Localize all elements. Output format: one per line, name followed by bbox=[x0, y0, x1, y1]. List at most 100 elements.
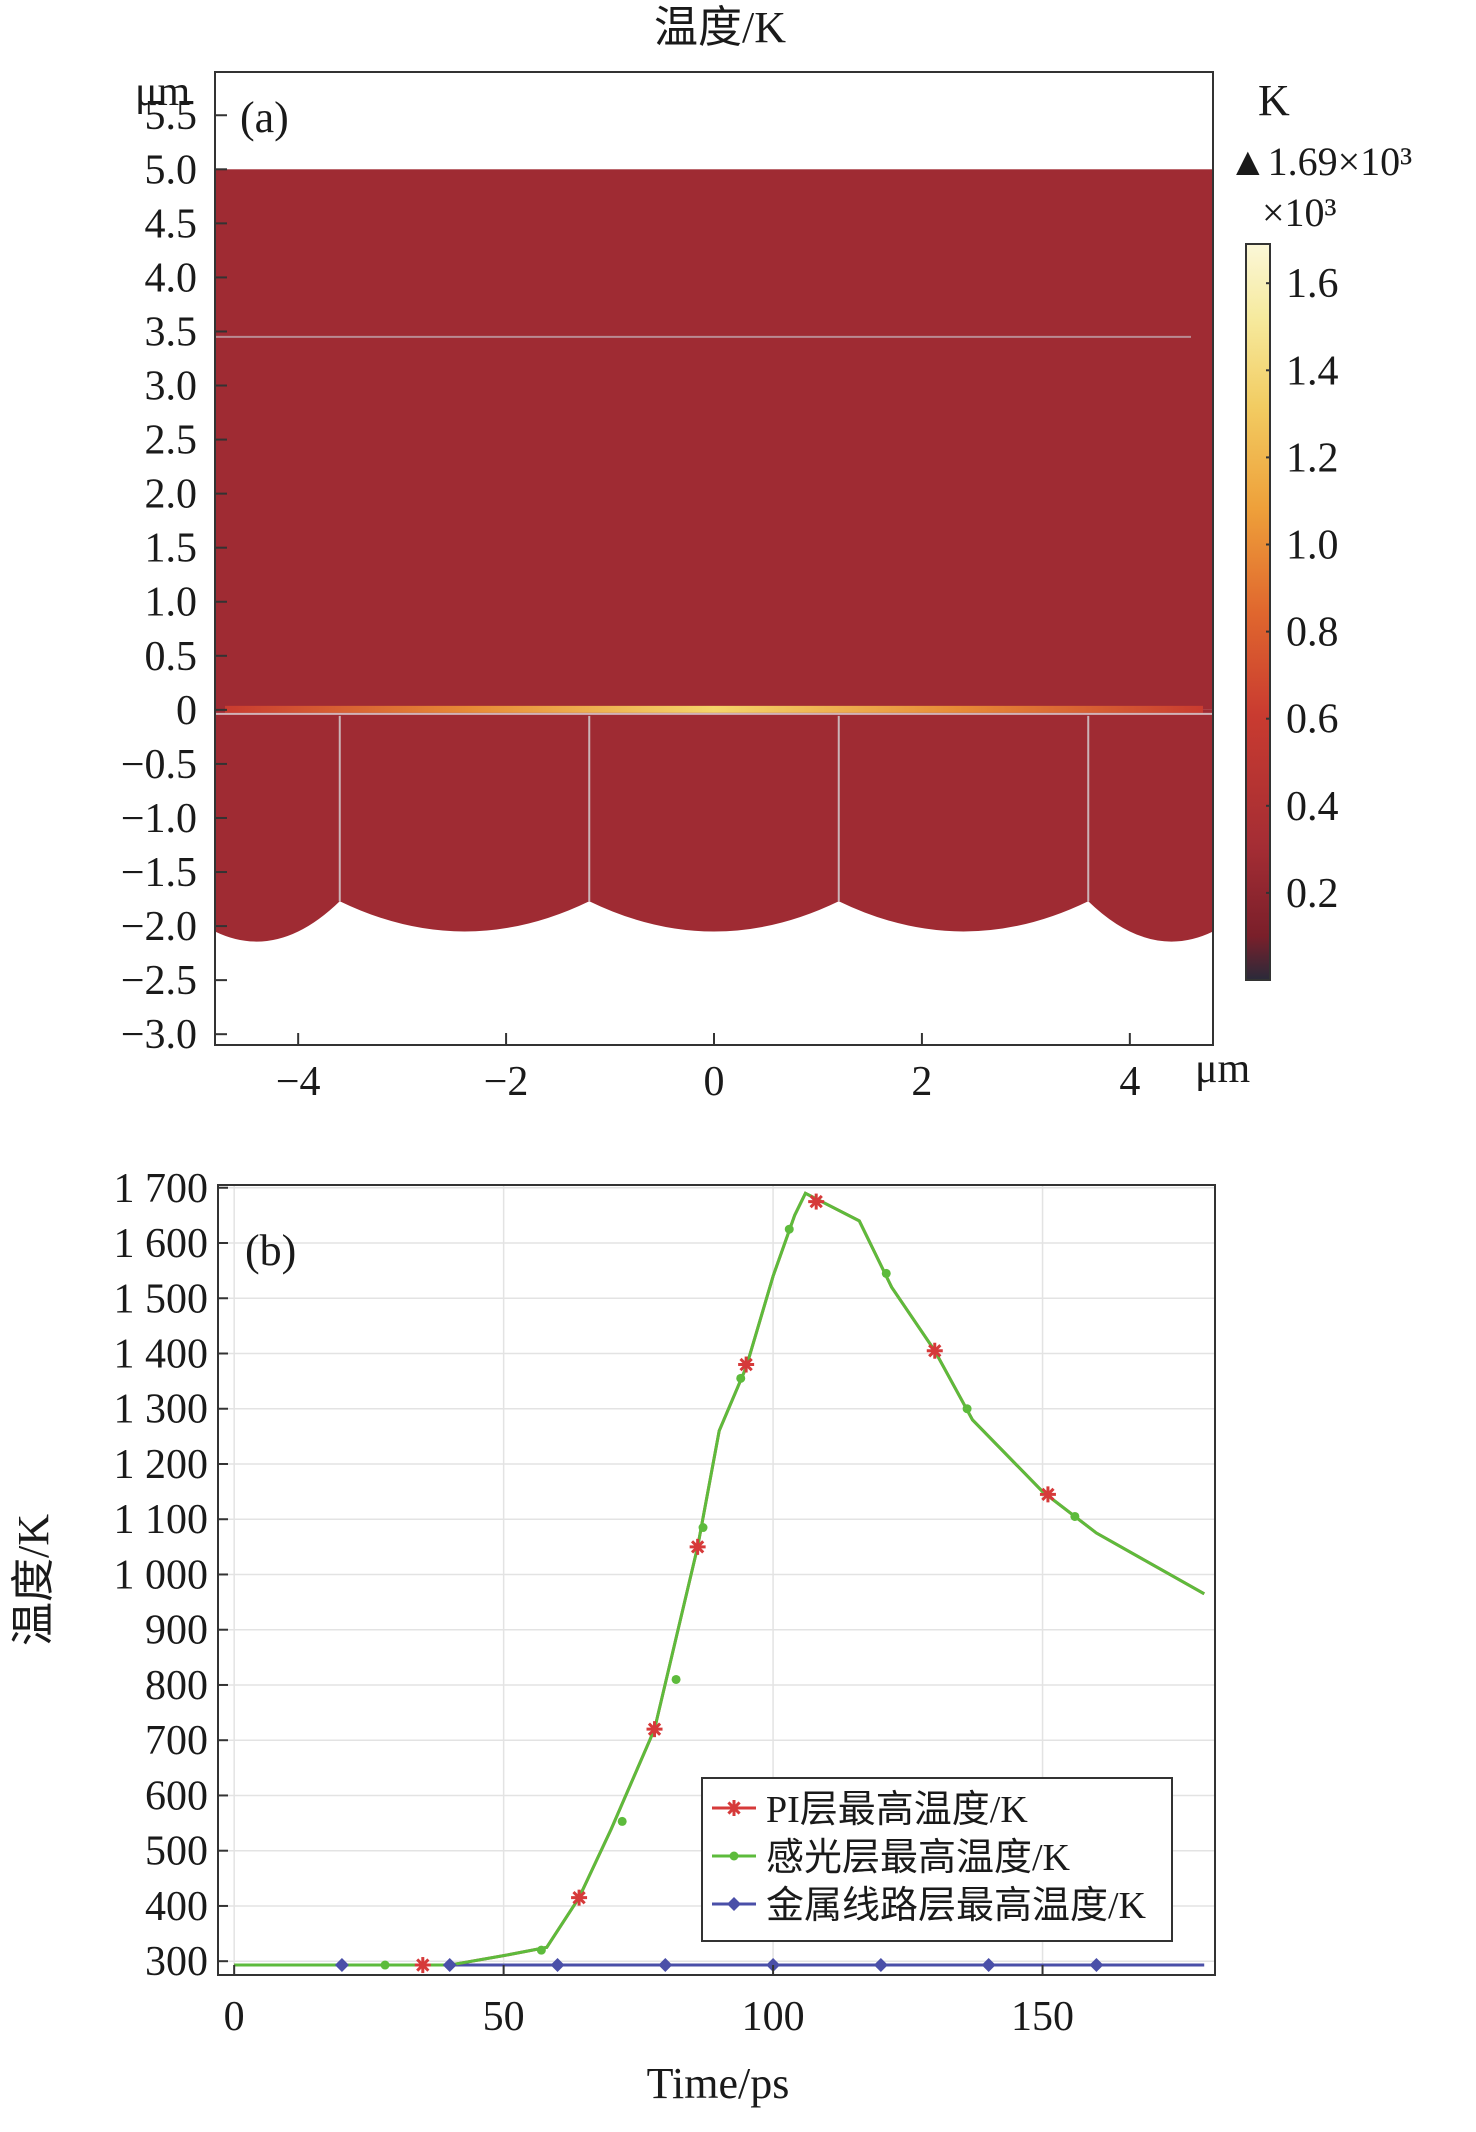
x-axis-label: Time/ps bbox=[647, 2059, 790, 2108]
y-tick-label-b: 1 600 bbox=[114, 1221, 209, 1267]
y-tick-label-a: −2.5 bbox=[121, 958, 197, 1004]
y-tick-label-b: 1 200 bbox=[114, 1442, 209, 1488]
y-axis-b: 300 400 500 600 700 800 900 1 000 1 100 1 200 1 30… bbox=[114, 1166, 228, 1985]
plot-frame-b bbox=[217, 1184, 1216, 1976]
y-tick-label-a: 2.0 bbox=[145, 472, 198, 518]
series-point bbox=[414, 1957, 431, 1974]
y-tick-label-b: 900 bbox=[145, 1608, 208, 1654]
y-tick-label-a: −1.0 bbox=[121, 796, 197, 842]
legend-item: 感光层最高温度/K bbox=[712, 1837, 1071, 1879]
series-point bbox=[698, 1523, 708, 1533]
y-tick-label-a: 0.5 bbox=[145, 634, 198, 680]
legend-marker bbox=[726, 1800, 742, 1816]
y-tick-label-a: 1.5 bbox=[145, 526, 198, 572]
series-point bbox=[1039, 1486, 1056, 1503]
x-tick-label-b: 50 bbox=[483, 1994, 525, 2040]
y-tick-label-a: 5.5 bbox=[145, 93, 198, 139]
series-point bbox=[736, 1373, 746, 1383]
legend-label: 感光层最高温度/K bbox=[766, 1837, 1071, 1879]
colorbar-tick-label: 1.4 bbox=[1286, 348, 1339, 394]
legend-item: PI层最高温度/K bbox=[712, 1789, 1028, 1831]
series-point bbox=[784, 1224, 794, 1234]
colorbar-multiplier: ×10³ bbox=[1262, 190, 1337, 235]
colorbar-tick-label: 1.6 bbox=[1286, 261, 1339, 307]
y-tick-label-a: −2.0 bbox=[121, 904, 197, 950]
series-point bbox=[536, 1945, 546, 1955]
y-axis-unit-a: μm bbox=[135, 69, 191, 115]
series-point bbox=[738, 1356, 755, 1373]
colorbar-tick-label: 0.4 bbox=[1286, 784, 1339, 830]
series-point bbox=[442, 1958, 457, 1973]
series-point bbox=[334, 1958, 349, 1973]
series-group bbox=[234, 1191, 1205, 1974]
x-tick-label-b: 0 bbox=[224, 1994, 245, 2040]
heatmap-title: 温度/K bbox=[654, 3, 786, 52]
y-tick-label-b: 600 bbox=[145, 1773, 208, 1819]
series-line bbox=[234, 1191, 1205, 1967]
pi-layer-region bbox=[215, 169, 1213, 710]
colorbar-gradient bbox=[1245, 243, 1271, 981]
heatmap-plot-area bbox=[214, 71, 1214, 1046]
legend-label: 金属线路层最高温度/K bbox=[766, 1885, 1147, 1927]
series-point bbox=[689, 1538, 706, 1555]
colorbar-ticks: 1.6 1.4 1.2 1.0 0.8 0.6 0.4 0.2 bbox=[1266, 261, 1339, 917]
x-tick-label-b: 100 bbox=[742, 1994, 805, 2040]
series-point bbox=[881, 1268, 891, 1278]
y-tick-label-b: 1 000 bbox=[114, 1552, 209, 1598]
colorbar-max-label: ▲1.69×10³ bbox=[1228, 139, 1412, 184]
series-point bbox=[981, 1958, 996, 1973]
legend-box bbox=[701, 1777, 1173, 1942]
x-axis-unit-a: μm bbox=[1195, 1046, 1251, 1092]
colorbar-tick-label: 0.2 bbox=[1286, 871, 1339, 917]
y-tick-label-a: 3.5 bbox=[145, 309, 198, 355]
y-tick-label-b: 1 400 bbox=[114, 1331, 209, 1377]
y-tick-label-a: 2.5 bbox=[145, 418, 198, 464]
legend-items: PI层最高温度/K 感光层最高温度/K 金属线路层最高温度/K bbox=[712, 1789, 1147, 1927]
series-point bbox=[550, 1958, 565, 1973]
series-point bbox=[671, 1674, 681, 1684]
y-axis-label: 温度/K bbox=[9, 1514, 58, 1646]
y-tick-label-b: 700 bbox=[145, 1718, 208, 1764]
legend-marker bbox=[729, 1851, 739, 1861]
colorbar-tick-label: 1.2 bbox=[1286, 435, 1339, 481]
y-tick-label-a: 0 bbox=[176, 688, 197, 734]
series-point bbox=[926, 1342, 943, 1359]
x-tick-label-a: 2 bbox=[911, 1059, 932, 1105]
series-point bbox=[646, 1721, 663, 1738]
x-axis-b: 0 50 100 150 bbox=[224, 1965, 1074, 2040]
y-axis-a: 5.5 5.0 4.5 4.0 3.5 3.0 2.5 2.0 1.5 1.0 0.5 0 −0.5 −1… bbox=[121, 93, 227, 1058]
series-point bbox=[1089, 1958, 1104, 1973]
y-tick-label-b: 800 bbox=[145, 1663, 208, 1709]
legend-marker bbox=[727, 1897, 741, 1911]
colorbar-tick-label: 0.6 bbox=[1286, 697, 1339, 743]
x-tick-label-a: −4 bbox=[276, 1059, 321, 1105]
panel-label-b: (b) bbox=[245, 1226, 296, 1275]
y-tick-label-b: 300 bbox=[145, 1939, 208, 1985]
series-point bbox=[658, 1958, 673, 1973]
y-tick-label-b: 1 500 bbox=[114, 1276, 209, 1322]
colorbar: K ▲1.69×10³ ×10³ 1.6 1.4 1.2 1.0 0.8 0.6 0.4 0.… bbox=[1228, 76, 1412, 981]
y-tick-label-b: 400 bbox=[145, 1884, 208, 1930]
y-tick-label-b: 1 700 bbox=[114, 1166, 209, 1212]
x-axis-a: −4 −2 0 2 4 bbox=[276, 1033, 1140, 1105]
x-tick-label-a: 0 bbox=[704, 1059, 725, 1105]
series-point bbox=[1070, 1511, 1080, 1521]
colorbar-tick-label: 1.0 bbox=[1286, 522, 1339, 568]
series-point bbox=[380, 1960, 390, 1970]
y-tick-label-b: 1 300 bbox=[114, 1387, 209, 1433]
legend: PI层最高温度/K 感光层最高温度/K 金属线路层最高温度/K bbox=[701, 1777, 1173, 1942]
colorbar-unit: K bbox=[1258, 76, 1290, 125]
heated-interface-band bbox=[225, 705, 1203, 713]
y-tick-label-a: 1.0 bbox=[145, 580, 198, 626]
y-tick-label-a: 4.0 bbox=[145, 255, 198, 301]
legend-label: PI层最高温度/K bbox=[766, 1789, 1028, 1831]
series-point bbox=[962, 1404, 972, 1414]
metal-layer-region bbox=[215, 709, 1213, 942]
legend-item: 金属线路层最高温度/K bbox=[712, 1885, 1147, 1927]
y-tick-label-a: 5.0 bbox=[145, 147, 198, 193]
series-point bbox=[873, 1958, 888, 1973]
heatmap-panel: 温度/K (a) μm μm 5.5 5.0 4.5 4.0 3.5 3.0 2.5 2.0 1… bbox=[121, 3, 1412, 1105]
colorbar-tick-label: 0.8 bbox=[1286, 610, 1339, 656]
x-tick-label-a: −2 bbox=[484, 1059, 529, 1105]
